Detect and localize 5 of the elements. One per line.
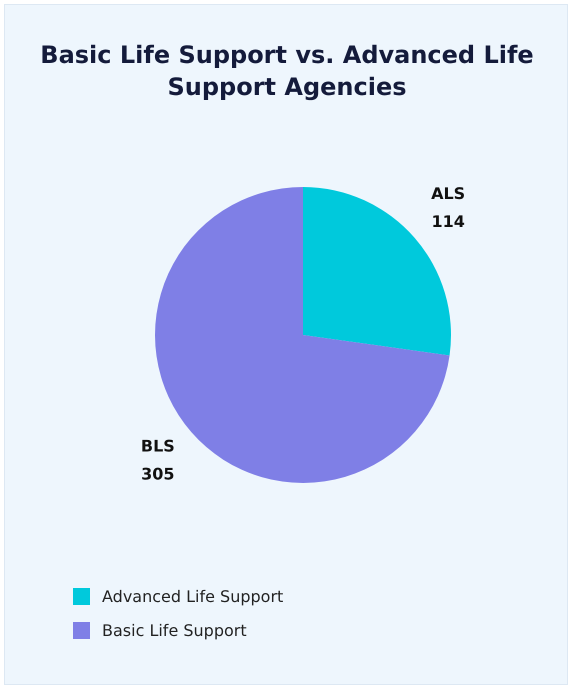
data-label: ALS 114 — [431, 184, 466, 231]
chart-title: Basic Life Support vs. Advanced Life Support Agencies — [39, 40, 535, 103]
legend-label: Advanced Life Support — [102, 586, 284, 606]
legend-label: Basic Life Support — [102, 620, 247, 640]
data-label: BLS 305 — [140, 436, 175, 484]
